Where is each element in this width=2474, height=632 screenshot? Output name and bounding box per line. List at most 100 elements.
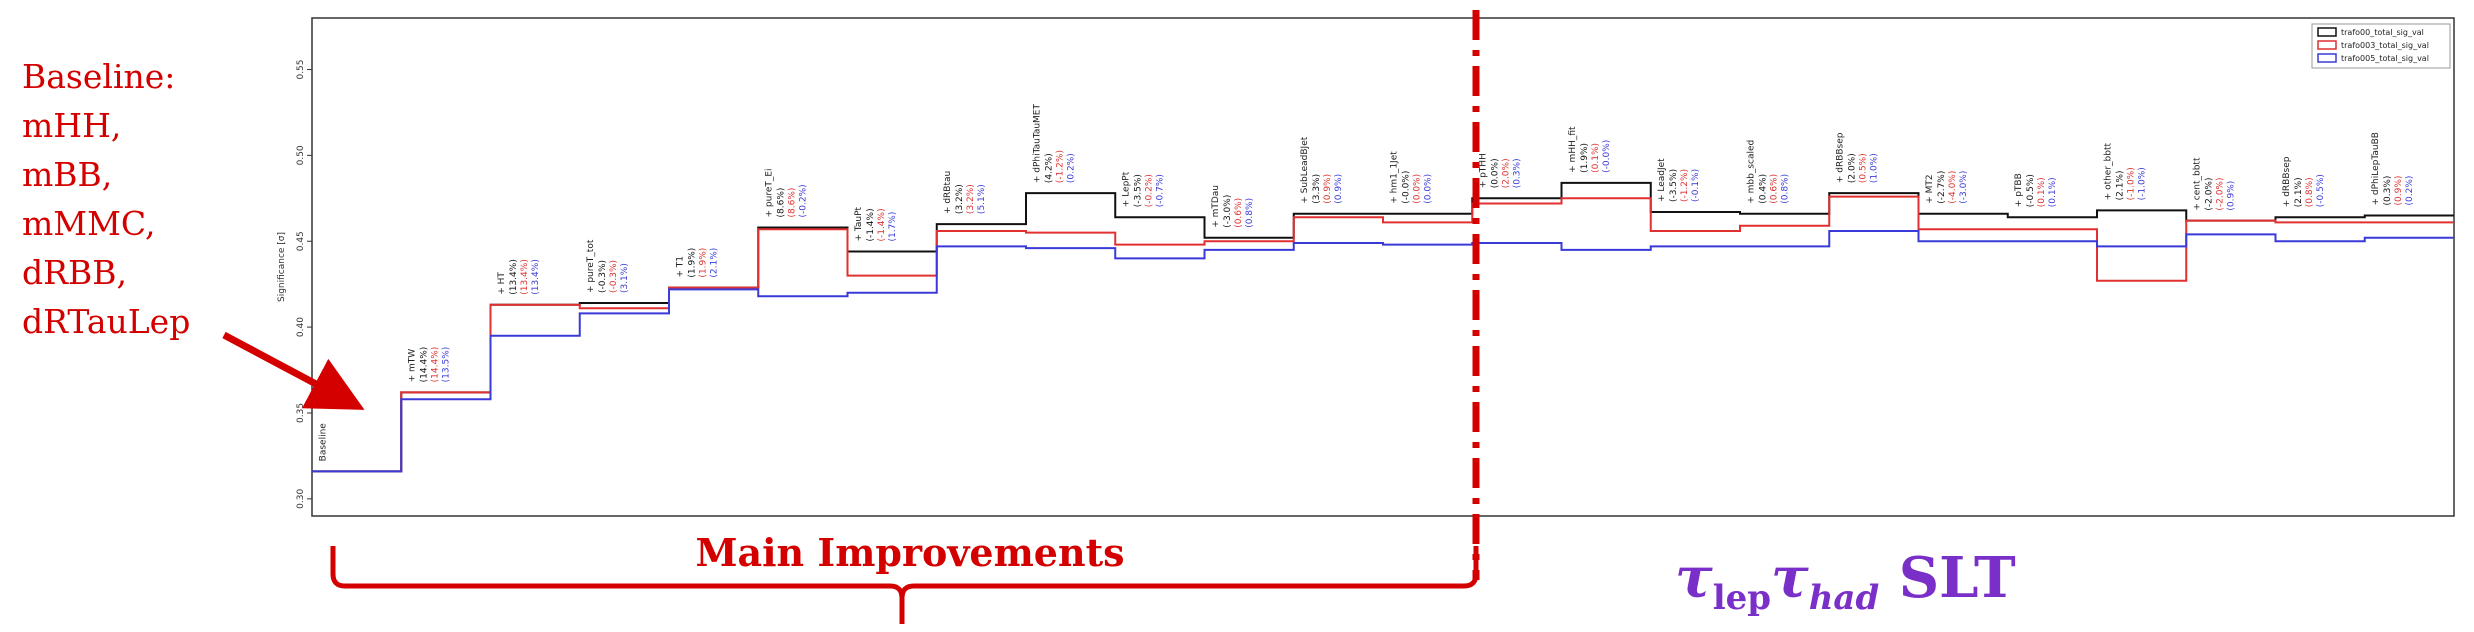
step-percent-label: (1.7%) (888, 212, 898, 242)
slt-tau-lep: τ (1675, 545, 1713, 611)
step-label: + dPhiTauTauMET (1032, 104, 1042, 184)
y-tick-label: 0.40 (296, 317, 306, 337)
legend-swatch (2317, 27, 2337, 37)
step-percent-label: (-1.4%) (877, 208, 887, 241)
step-percent-label: (-0.2%) (1145, 174, 1155, 207)
legend-swatch (2317, 53, 2337, 63)
step-percent-label: (0.1%) (2048, 177, 2058, 207)
step-percent-label: (2.1%) (2294, 177, 2304, 207)
baseline-arrow (222, 331, 365, 410)
step-label: + LeadJet (1657, 158, 1667, 202)
step-percent-label: (-2.0%) (2216, 177, 2226, 210)
step-percent-label: (0.2%) (2405, 176, 2415, 206)
step-percent-label: (-3.0%) (1959, 171, 1969, 204)
step-percent-label: (3.2%) (966, 184, 976, 214)
step-percent-label: (14.4%) (431, 347, 441, 383)
step-percent-label: (14.4%) (420, 347, 430, 383)
legend-label: trafo005_total_sig_val (2341, 54, 2429, 63)
step-percent-label: (8.6%) (788, 188, 798, 218)
step-label: + TauPt (854, 206, 864, 241)
step-percent-label: (8.6%) (777, 188, 787, 218)
step-percent-label: (-3.5%) (1134, 174, 1144, 207)
step-percent-label: (-0.7%) (1156, 174, 1166, 207)
step-percent-label: (0.8%) (2305, 177, 2315, 207)
step-percent-label: (0.8%) (1245, 198, 1255, 228)
step-label: + mTDau (1211, 185, 1221, 228)
step-percent-label: (0.0%) (1412, 174, 1422, 204)
step-percent-label: (0.2%) (1066, 153, 1076, 183)
step-percent-label: (-2.0%) (2205, 177, 2215, 210)
step-percent-label: (0.3%) (1513, 158, 1523, 188)
legend-label: trafo003_total_sig_val (2341, 41, 2429, 50)
step-percent-label: (5.1%) (977, 184, 987, 214)
step-percent-label: (0.8%) (1780, 174, 1790, 204)
step-label: + dRBBsep (2282, 156, 2292, 207)
step-percent-label: (0.1%) (2037, 177, 2047, 207)
legend: trafo00_total_sig_val trafo003_total_sig_… (2311, 23, 2451, 69)
main-improvements-label: Main Improvements (695, 530, 1125, 575)
step-label: + dRBBsep (1836, 132, 1846, 183)
baseline-line: dRTauLep (22, 302, 191, 341)
step-percent-label: (-0.1%) (1691, 169, 1701, 202)
step-percent-label: (2.1%) (709, 248, 719, 278)
step-percent-label: (0.0%) (1491, 158, 1501, 188)
step-percent-label: (-1.0%) (2137, 167, 2147, 200)
y-tick-label: 0.35 (296, 403, 306, 423)
step-percent-label: (-2.7%) (1937, 171, 1947, 204)
step-percent-label: (13.4%) (509, 259, 519, 295)
step-label: + mTW (408, 349, 418, 383)
slt-sub-lep: lep (1712, 578, 1772, 619)
step-percent-label: (3.2%) (955, 184, 965, 214)
slt-sub-had: had (1808, 578, 1880, 619)
y-tick-label: 0.55 (296, 59, 306, 79)
step-percent-label: (-1.2%) (1680, 169, 1690, 202)
step-percent-label: (-4.0%) (1948, 171, 1958, 204)
baseline-line: mMMC, (22, 204, 156, 243)
step-label: + LepPt (1122, 171, 1132, 207)
y-tick-label: 0.30 (296, 489, 306, 509)
step-label: + pureT_tot (586, 239, 596, 293)
step-label: + HT (497, 272, 507, 295)
series-line-trafo005_total_sig_val (312, 229, 2454, 473)
step-label: Baseline (318, 423, 328, 462)
step-percent-label: (-0.0%) (1602, 140, 1612, 173)
step-percent-label: (13.4%) (520, 259, 530, 295)
step-percent-label: (0.6%) (1234, 198, 1244, 228)
step-percent-label: (-0.0%) (1401, 171, 1411, 204)
step-percent-label: (0.6%) (1769, 174, 1779, 204)
step-percent-label: (-0.3%) (609, 260, 619, 293)
legend-label: trafo00_total_sig_val (2341, 28, 2424, 37)
step-percent-label: (13.4%) (531, 259, 541, 295)
legend-swatch (2317, 40, 2337, 50)
step-percent-label: (-0.3%) (598, 260, 608, 293)
step-percent-label: (0.5%) (1859, 153, 1869, 183)
step-percent-label: (-1.4%) (866, 208, 876, 241)
step-percent-label: (1.0%) (1870, 153, 1880, 183)
step-label: + SubLeadBJet (1300, 136, 1310, 204)
step-percent-label: (1.9%) (1580, 143, 1590, 173)
step-percent-label: (1.9%) (698, 248, 708, 278)
baseline-note: Baseline: mHH, mBB, mMMC, dRBB, dRTauLep (22, 52, 190, 346)
step-percent-label: (-1.0%) (2126, 167, 2136, 200)
step-percent-label: (3.1%) (620, 263, 630, 293)
y-tick-label: 0.50 (296, 145, 306, 165)
step-percent-label: (0.3%) (2383, 176, 2393, 206)
step-percent-label: (0.9%) (1323, 174, 1333, 204)
baseline-line: Baseline: (22, 57, 176, 96)
baseline-line: dRBB, (22, 253, 127, 292)
plot-frame (311, 17, 2455, 517)
step-label: + T1 (675, 256, 685, 278)
step-percent-label: (2.0%) (1502, 158, 1512, 188)
step-percent-label: (0.9%) (2394, 176, 2404, 206)
step-percent-label: (4.2%) (1044, 153, 1054, 183)
step-label: + mbb_scaled (1746, 140, 1756, 204)
baseline-line: mBB, (22, 155, 113, 194)
baseline-line: mHH, (22, 106, 122, 145)
step-percent-label: (-0.5%) (2316, 174, 2326, 207)
step-percent-label: (0.0%) (1423, 174, 1433, 204)
step-percent-label: (-1.2%) (1055, 150, 1065, 183)
step-label: + cent_bbtt (2193, 157, 2203, 211)
step-percent-label: (1.9%) (687, 248, 697, 278)
step-label: + mHH_fit (1568, 126, 1578, 173)
